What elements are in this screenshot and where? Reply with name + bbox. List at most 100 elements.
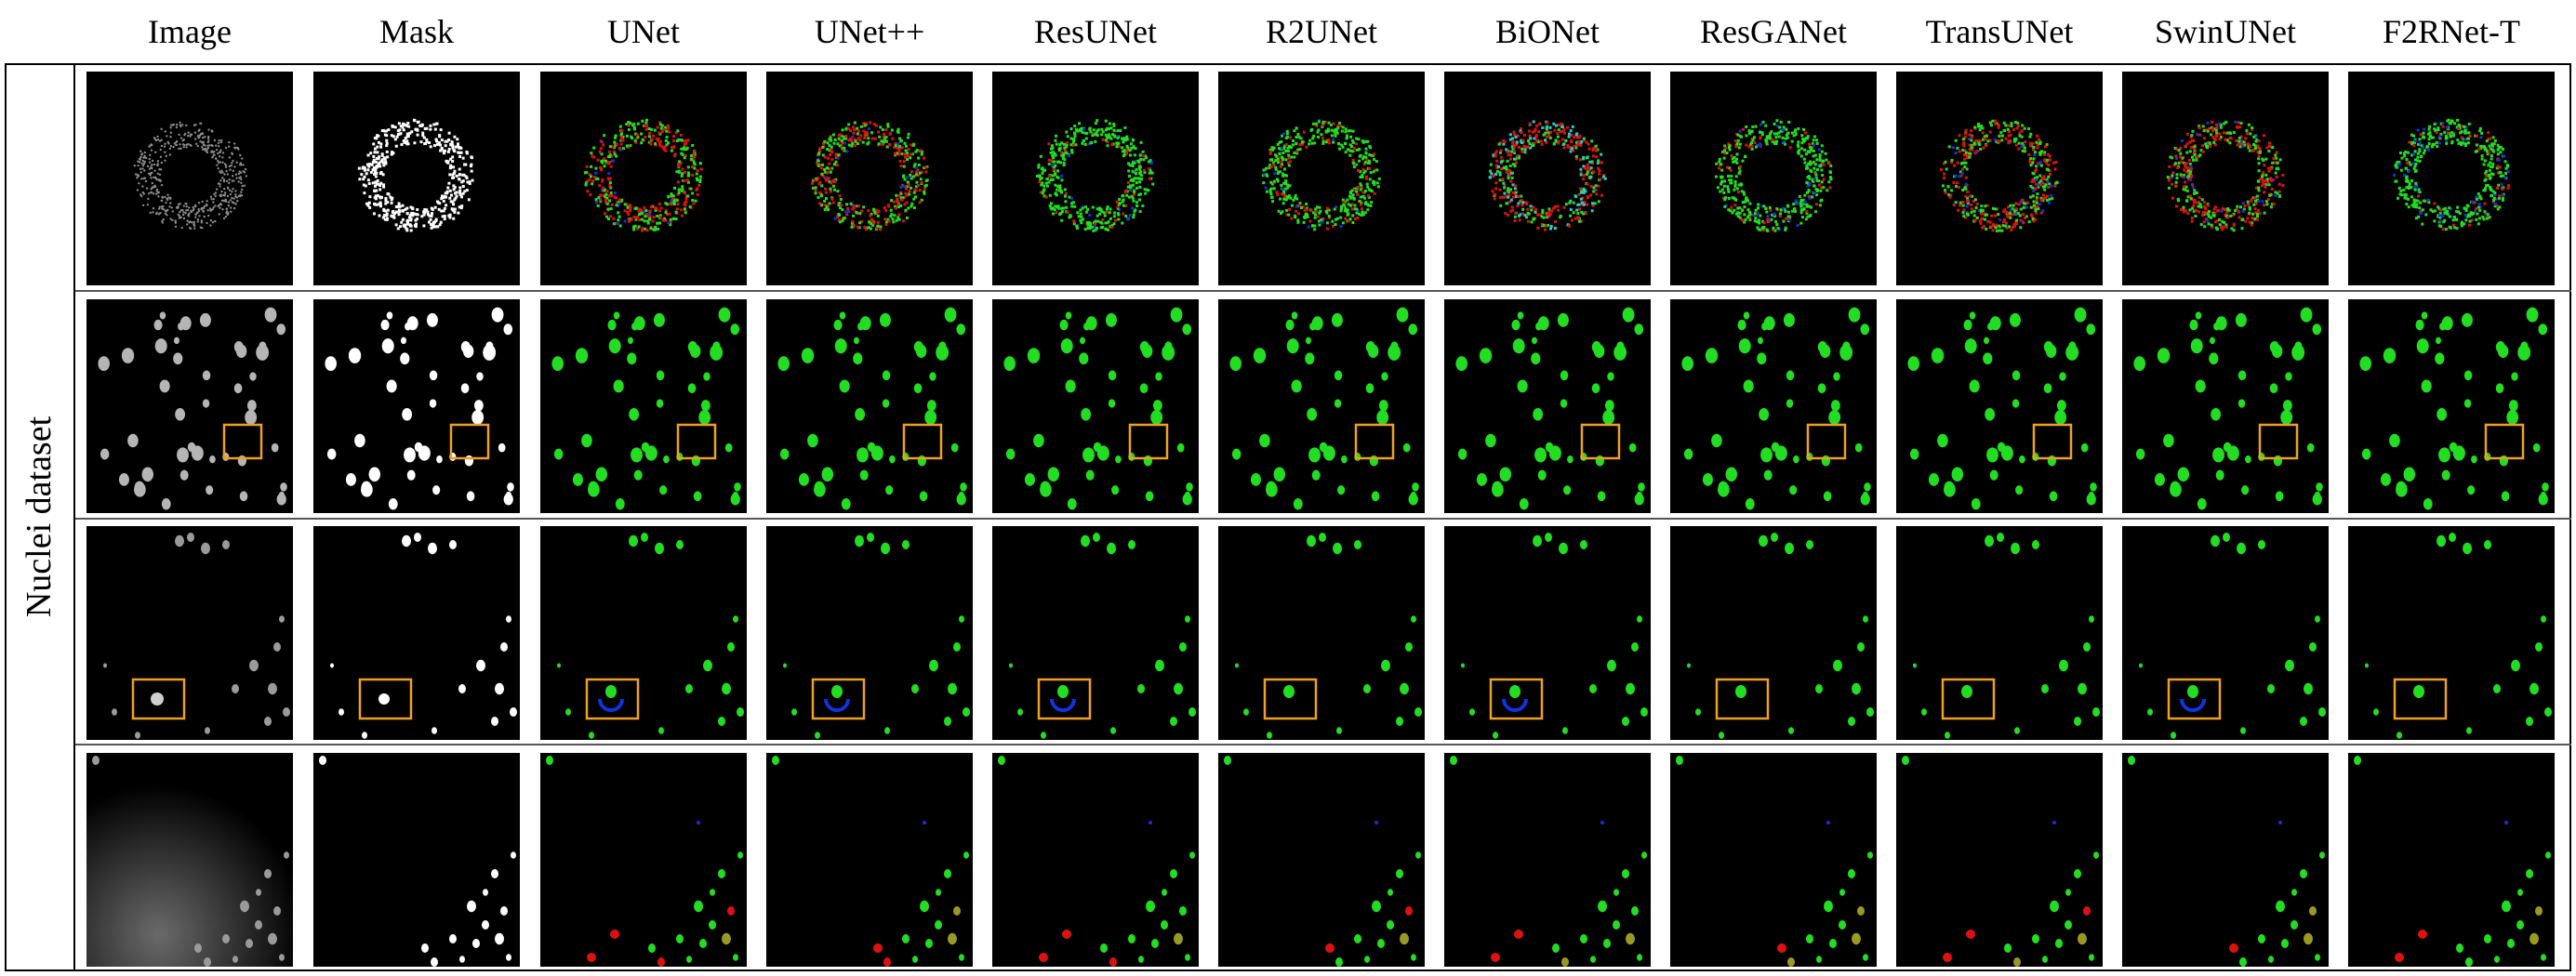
ring-pixel: [1507, 191, 1510, 194]
ring-pixel: [2438, 216, 2442, 219]
ring-pixel: [2038, 203, 2041, 206]
ring-pixel: [1513, 215, 1517, 218]
nucleus-dot: [186, 134, 190, 138]
ring-pixel: [1111, 133, 1115, 137]
ring-pixel: [915, 149, 919, 152]
nucleus-dot: [143, 151, 147, 154]
ring-pixel: [1082, 218, 1085, 221]
ring-pixel: [2184, 144, 2187, 148]
ring-pixel: [1373, 152, 1376, 156]
ring-pixel: [1824, 152, 1827, 155]
ring-pixel: [1798, 194, 1801, 198]
ring-pixel: [1285, 183, 1289, 187]
ring-pixel: [1363, 202, 1367, 205]
ring-pixel: [2035, 207, 2038, 211]
ring-pixel: [1808, 215, 1812, 218]
ring-pixel: [1754, 145, 1758, 149]
ring-pixel: [1107, 220, 1110, 224]
nucleus-dot: [230, 164, 232, 167]
ring-pixel: [906, 152, 910, 155]
ring-pixel: [2017, 147, 2021, 151]
ring-pixel: [2225, 138, 2229, 142]
ring-pixel: [2211, 226, 2214, 230]
nucleus-dot: [239, 176, 242, 178]
ring-pixel: [400, 143, 404, 147]
ring-pixel: [1507, 177, 1510, 180]
ring-pixel: [1060, 174, 1064, 178]
ring-pixel: [2032, 172, 2036, 176]
ring-pixel: [1131, 138, 1135, 141]
ring-pixel: [2427, 148, 2431, 152]
ring-pixel: [1091, 205, 1095, 209]
ring-pixel: [2237, 139, 2241, 143]
ring-pixel: [423, 207, 427, 211]
ring-pixel: [2041, 193, 2045, 197]
nucleus-dot: [199, 133, 202, 137]
ring-pixel: [398, 132, 402, 136]
ring-pixel: [409, 218, 413, 222]
ring-pixel: [2439, 122, 2443, 125]
ring-pixel: [869, 219, 872, 223]
nucleus-dot: [218, 138, 220, 142]
nucleus-dot: [206, 221, 208, 225]
ring-pixel: [373, 171, 377, 175]
ring-pixel: [1567, 135, 1571, 138]
ring-pixel: [830, 147, 833, 151]
ring-pixel: [1268, 191, 1272, 194]
ring-pixel: [613, 191, 617, 195]
ring-pixel: [452, 165, 456, 169]
ring-pixel: [2000, 134, 2004, 138]
ring-pixel: [645, 229, 649, 232]
ring-pixel: [1325, 227, 1329, 231]
ring-pixel: [2007, 124, 2011, 127]
ring-pixel: [2021, 124, 2025, 127]
ring-pixel: [870, 137, 874, 140]
ring-pixel: [1265, 166, 1268, 170]
ring-pixel: [1351, 193, 1355, 197]
ring-pixel: [1725, 152, 1729, 155]
ring-pixel: [1361, 157, 1365, 161]
ring-pixel: [2272, 178, 2276, 181]
ring-pixel: [599, 139, 603, 143]
ring-pixel: [1324, 130, 1328, 134]
ring-pixel: [1743, 205, 1746, 209]
ring-pixel: [2176, 197, 2180, 201]
ring-pixel: [2199, 149, 2203, 152]
ring-pixel: [461, 191, 465, 195]
ring-pixel: [471, 178, 474, 182]
ring-pixel: [2260, 175, 2264, 178]
ring-pixel: [373, 189, 377, 192]
ring-pixel: [2281, 173, 2285, 177]
ring-pixel: [2185, 166, 2189, 170]
ring-pixel: [625, 144, 629, 148]
ring-pixel: [877, 209, 881, 213]
ring-pixel: [2046, 179, 2050, 183]
ring-pixel: [1300, 142, 1304, 146]
ring-pixel: [1271, 148, 1275, 152]
ring-pixel: [1493, 192, 1496, 196]
ring-pixel: [1291, 204, 1295, 207]
ring-pixel: [2189, 165, 2193, 168]
ring-pixel: [2194, 215, 2198, 218]
ring-pixel: [1806, 135, 1810, 138]
ring-pixel: [1348, 204, 1352, 207]
nucleus-dot: [231, 175, 234, 178]
ring-pixel: [613, 140, 617, 144]
nucleus-dot: [157, 191, 161, 193]
ring-pixel: [2166, 175, 2170, 178]
ring-pixel: [1973, 151, 1977, 154]
ring-pixel: [2224, 138, 2227, 141]
ring-pixel: [688, 187, 692, 191]
ring-pixel: [2251, 143, 2255, 147]
ring-pixel: [1973, 198, 1977, 202]
ring-pixel: [1059, 161, 1063, 165]
ring-pixel: [1052, 151, 1056, 154]
ring-pixel: [693, 166, 697, 170]
ring-pixel: [923, 187, 927, 191]
ring-pixel: [466, 180, 470, 184]
ring-pixel: [401, 125, 405, 129]
ring-pixel: [1748, 202, 1752, 205]
ring-pixel: [2038, 174, 2042, 178]
ring-pixel: [1101, 218, 1105, 221]
ring-pixel: [2205, 218, 2209, 221]
